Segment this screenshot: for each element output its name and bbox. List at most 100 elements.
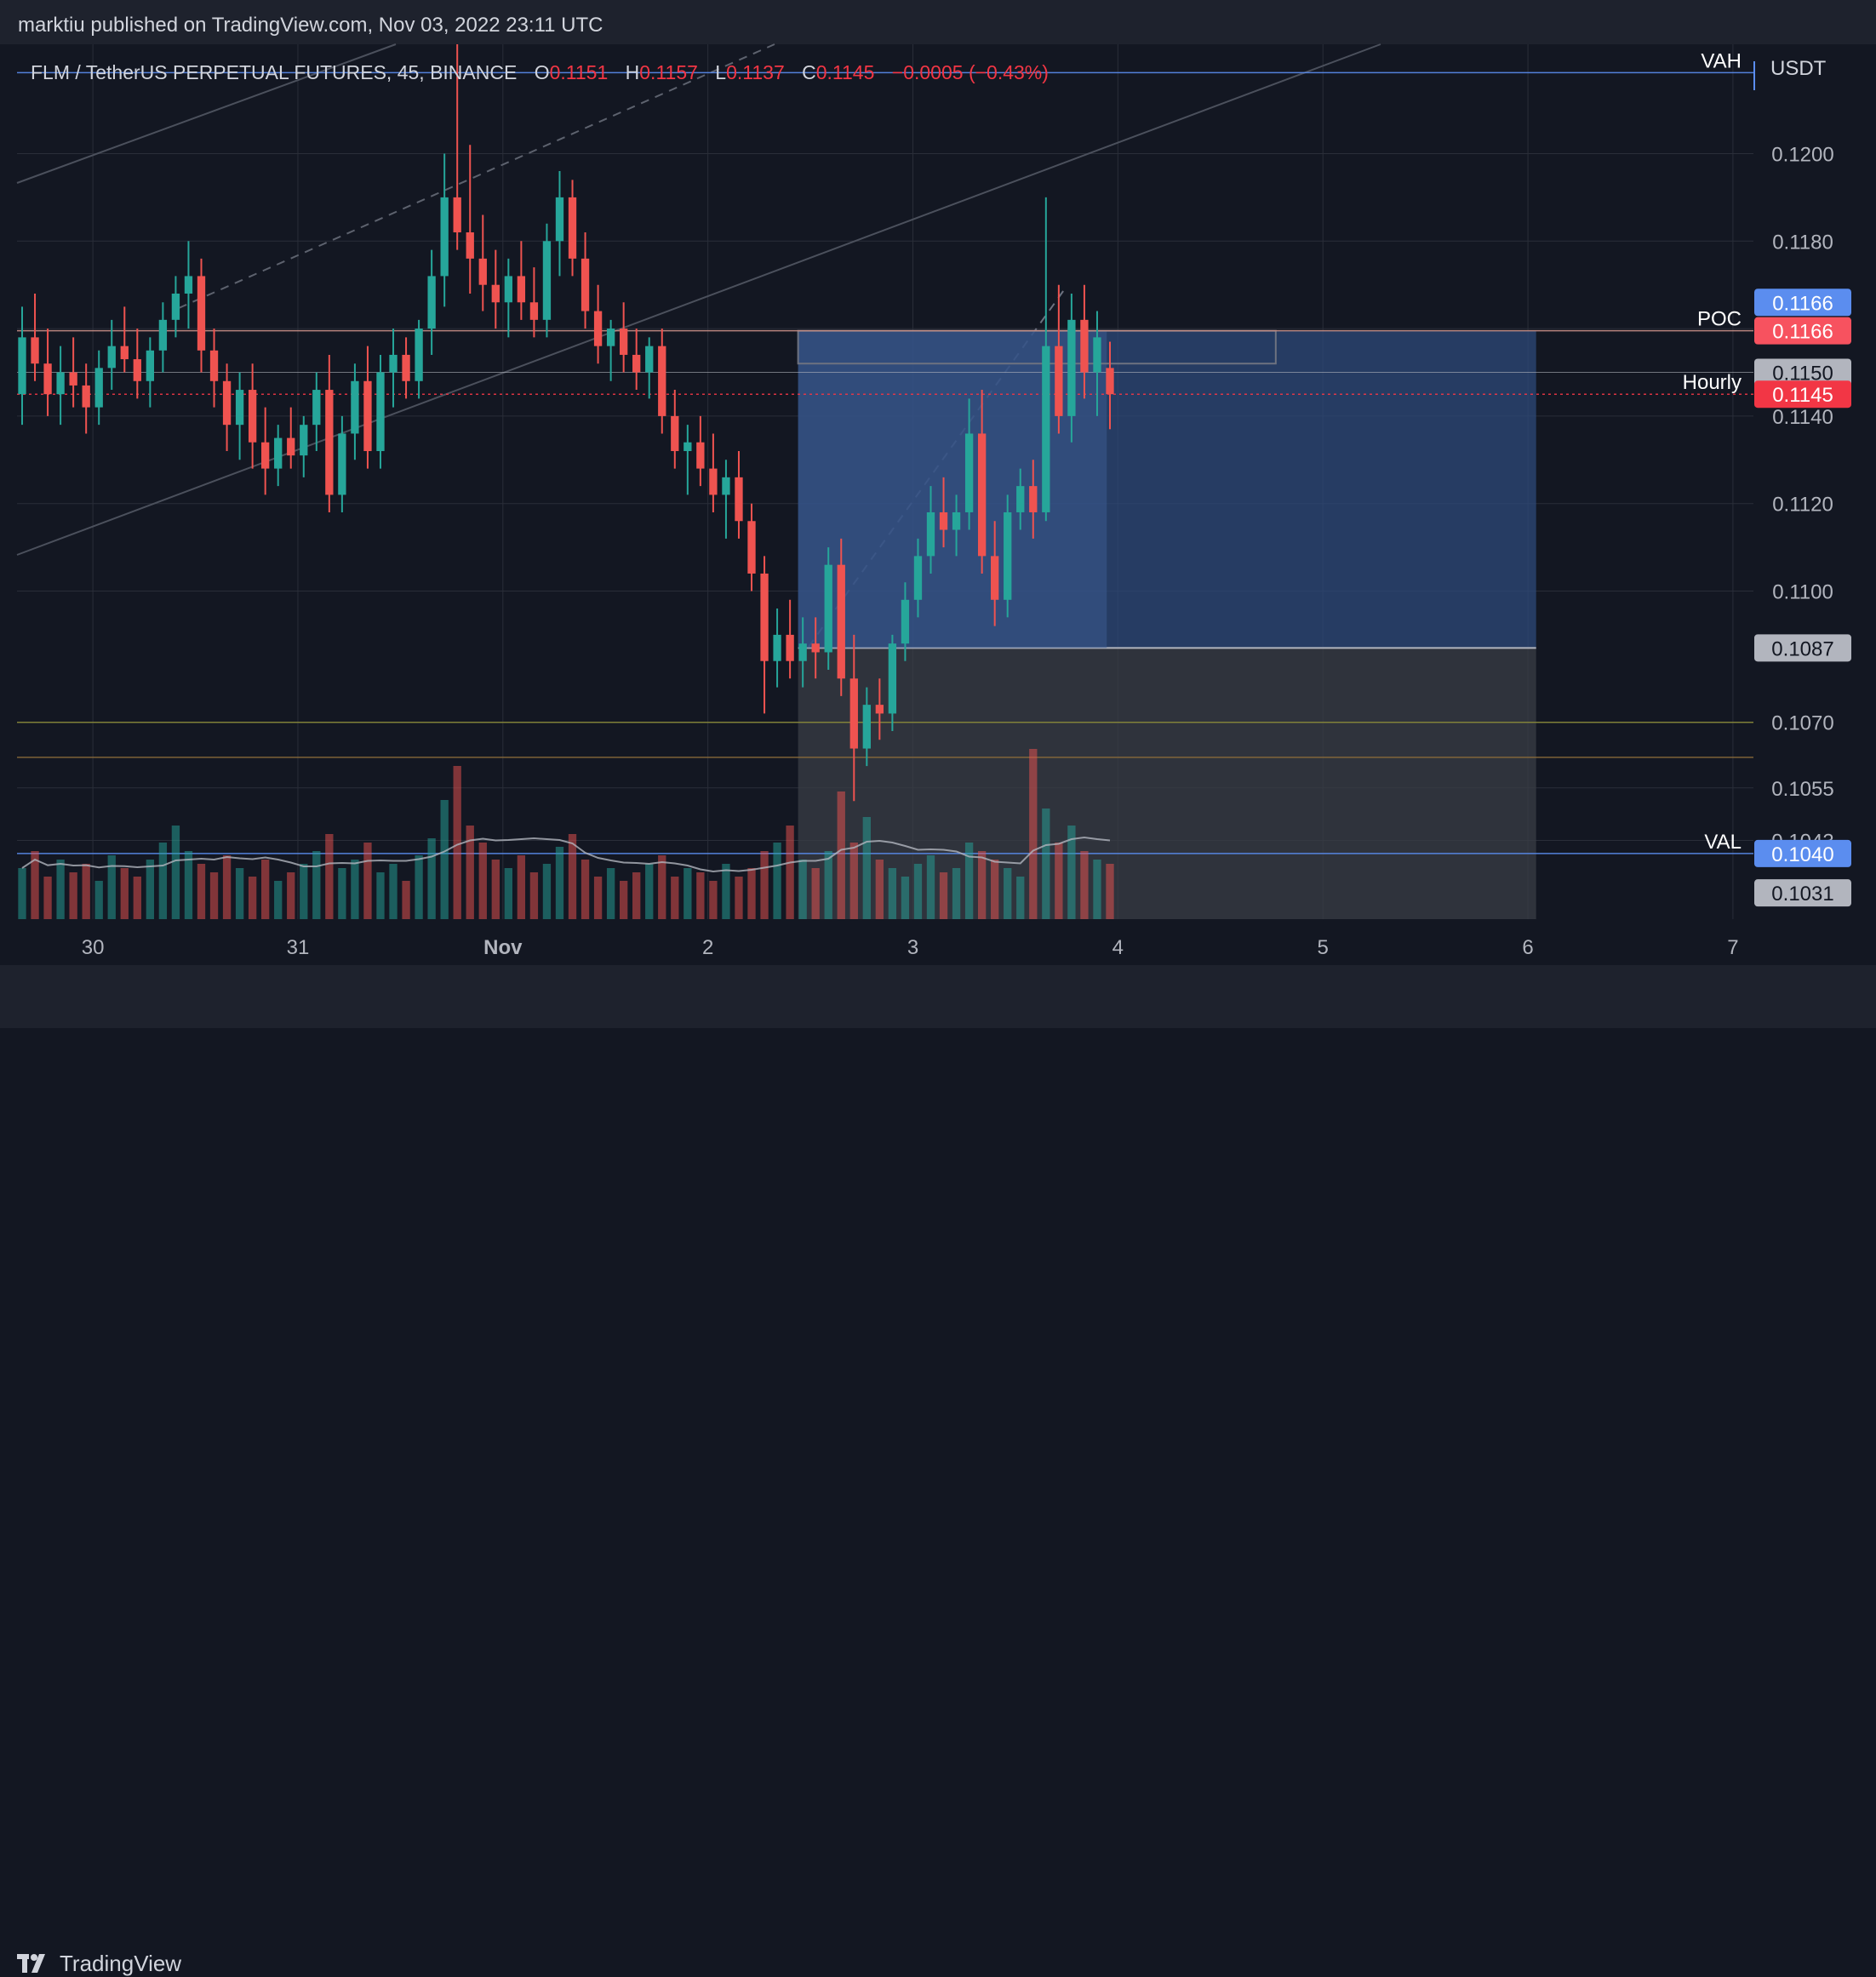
candle-body <box>581 258 590 311</box>
level-label: Hourly <box>1683 371 1742 394</box>
price-tag-label: 0.1031 <box>1771 883 1833 906</box>
channel-upper-line[interactable] <box>16 43 397 184</box>
candle-body <box>606 329 615 346</box>
volume-bar <box>82 864 90 919</box>
y-tick-label: 0.1140 <box>1772 406 1833 429</box>
volume-bar <box>658 855 666 919</box>
candle-body <box>107 346 116 369</box>
close-label: C <box>802 61 816 83</box>
candle-body <box>964 433 974 512</box>
price-tag-label: 0.1087 <box>1771 637 1833 660</box>
candle-body <box>197 276 206 351</box>
candle-body <box>274 437 283 469</box>
publisher-line: marktiu published on TradingView.com, No… <box>18 14 603 37</box>
change-value: −0.0005 (−0.43%) <box>891 61 1049 83</box>
high-value: 0.1157 <box>639 61 698 83</box>
volume-bar <box>1004 868 1012 919</box>
candle-body <box>849 678 858 749</box>
candle-body <box>926 511 935 557</box>
candle-body <box>363 380 372 452</box>
candle-body <box>913 556 923 600</box>
volume-bar <box>568 834 577 919</box>
tradingview-logo-icon <box>17 1954 45 1973</box>
volume-bar <box>977 851 987 919</box>
candle-body <box>427 276 436 329</box>
low-value: 0.1137 <box>726 61 785 83</box>
brand-logo[interactable]: TradingView <box>17 1951 181 1976</box>
x-tick-label: 2 <box>702 936 713 959</box>
price-axis-panel[interactable] <box>1753 44 1859 919</box>
candles <box>18 44 1114 802</box>
volume-bar <box>325 834 334 919</box>
volume-bar <box>504 868 513 919</box>
volume-bar <box>555 847 564 919</box>
level-label: VAL <box>1704 831 1742 854</box>
x-tick-label: 31 <box>287 936 310 959</box>
candle-body <box>69 372 77 386</box>
candle-body <box>43 363 52 395</box>
candle-body <box>312 390 321 426</box>
price-tag <box>1754 839 1851 867</box>
x-tick-label: Nov <box>483 936 523 959</box>
volume-bar <box>619 881 628 919</box>
candle-body <box>222 380 232 426</box>
candle-body <box>478 258 487 285</box>
candle-body <box>593 311 603 346</box>
candle-body <box>120 346 129 360</box>
horizontal-levels: VAH POC Hourly VAL <box>17 49 1753 854</box>
volume-bar <box>440 800 449 919</box>
volume-bar <box>69 872 77 919</box>
candle-body <box>811 643 820 653</box>
time-axis[interactable]: 30 31 Nov 2 3 4 5 6 7 <box>82 936 1739 959</box>
candle-body <box>466 232 474 259</box>
volume-bar <box>427 838 436 919</box>
symbol-legend: FLM / TetherUS PERPETUAL FUTURES, 45, BI… <box>31 61 1049 84</box>
volume-bar <box>209 872 219 919</box>
volume-bar <box>683 868 692 919</box>
candle-body <box>619 329 628 355</box>
volume-bar <box>811 868 820 919</box>
volume-bar <box>1106 864 1114 919</box>
volume-bar <box>696 872 705 919</box>
channel-lower-line[interactable] <box>16 43 1381 556</box>
volume-bar <box>287 872 295 919</box>
open-value: 0.1151 <box>549 61 609 83</box>
volume-bar <box>671 877 679 919</box>
dashed-trend-line[interactable] <box>178 43 775 309</box>
volume-bar <box>786 826 794 919</box>
volume-bar <box>964 843 974 919</box>
publisher-header: marktiu published on TradingView.com, No… <box>0 0 1876 44</box>
volume-bar <box>645 864 654 919</box>
candle-body <box>683 442 692 452</box>
volume-bar <box>581 860 590 919</box>
candle-body <box>555 197 564 242</box>
price-tag <box>1754 380 1851 409</box>
volume-bar <box>593 877 603 919</box>
volume-bar <box>491 860 500 919</box>
candle-body <box>862 705 871 749</box>
volume-bar <box>94 881 103 919</box>
volume-bar <box>133 877 141 919</box>
candle-body <box>696 442 705 469</box>
volume-bar <box>248 877 257 919</box>
y-tick-label: 0.1200 <box>1771 144 1833 167</box>
price-axis[interactable]: 0.12000.11800.11600.11400.11200.11000.10… <box>1753 44 1859 919</box>
volume-bar <box>1067 826 1076 919</box>
candle-body <box>632 354 641 373</box>
volume-bar <box>56 860 65 919</box>
volume-bar <box>1093 860 1101 919</box>
price-tag-label: 0.1145 <box>1772 384 1833 407</box>
volume-bar <box>466 826 474 919</box>
volume-bar <box>43 877 52 919</box>
price-tag-label: 0.1040 <box>1771 843 1833 866</box>
symbol-name[interactable]: FLM / TetherUS PERPETUAL FUTURES, 45, BI… <box>31 61 518 83</box>
candle-body <box>658 346 666 416</box>
candle-body <box>209 350 219 381</box>
candle-body <box>453 197 461 233</box>
currency-label[interactable]: USDT <box>1770 57 1827 80</box>
volume-bar <box>197 864 206 919</box>
volume-bar <box>798 860 807 919</box>
candle-body <box>18 337 26 395</box>
long-position-tool[interactable] <box>797 329 1536 919</box>
